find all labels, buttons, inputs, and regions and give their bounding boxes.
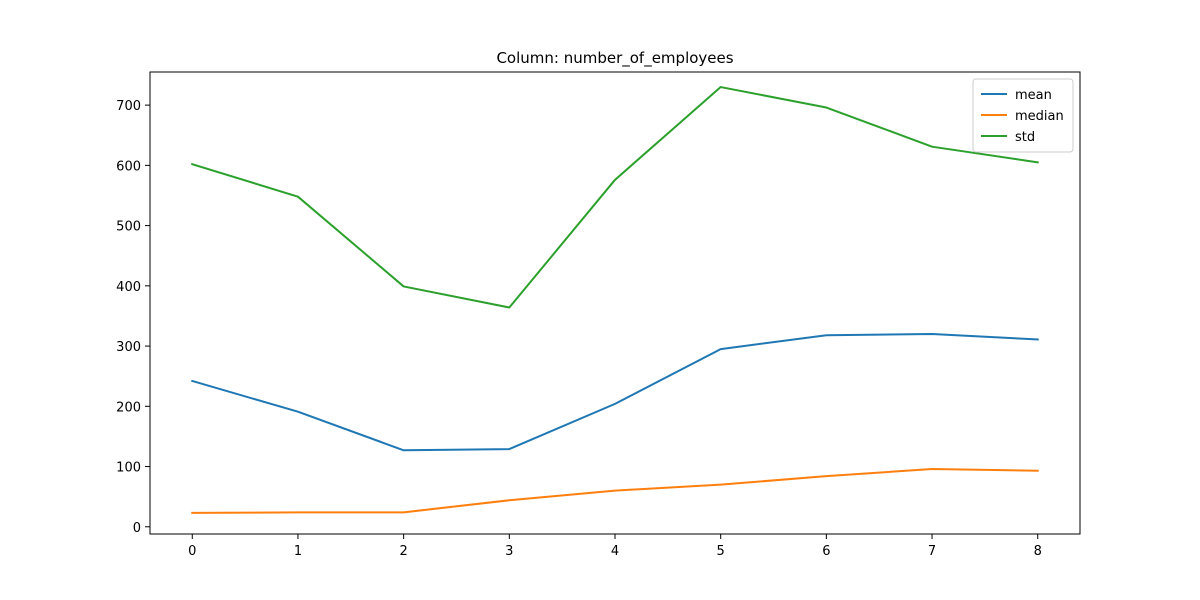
x-tick-label: 6	[822, 544, 830, 559]
legend-label-std: std	[1015, 130, 1035, 145]
y-tick-label: 400	[116, 280, 141, 295]
legend: mean median std	[972, 78, 1074, 153]
x-tick-label: 7	[928, 544, 936, 559]
x-axis: 0 1 2 3 4 5 6 7 8	[188, 534, 1042, 559]
legend-label-median: median	[1015, 109, 1064, 124]
x-tick-label: 5	[717, 544, 725, 559]
y-tick-label: 600	[116, 159, 141, 174]
y-tick-label: 200	[116, 400, 141, 415]
y-tick-label: 500	[116, 220, 141, 235]
y-tick-label: 100	[116, 461, 141, 476]
y-axis: 0 100 200 300 400 500 600 700	[116, 99, 150, 536]
series-line-median	[191, 467, 1039, 514]
x-tick-label: 2	[399, 544, 407, 559]
y-tick-label: 700	[116, 99, 141, 114]
series-line-mean	[191, 333, 1039, 452]
y-tick-label: 300	[116, 340, 141, 355]
x-tick-label: 3	[505, 544, 513, 559]
series-line-std	[191, 86, 1039, 309]
x-tick-label: 0	[188, 544, 196, 559]
chart-title: Column: number_of_employees	[496, 49, 733, 68]
y-tick-label: 0	[133, 521, 141, 536]
legend-box	[972, 78, 1074, 153]
series-group	[191, 86, 1039, 514]
legend-label-mean: mean	[1015, 88, 1052, 103]
x-tick-label: 4	[611, 544, 619, 559]
x-tick-label: 1	[294, 544, 302, 559]
x-tick-label: 8	[1034, 544, 1042, 559]
